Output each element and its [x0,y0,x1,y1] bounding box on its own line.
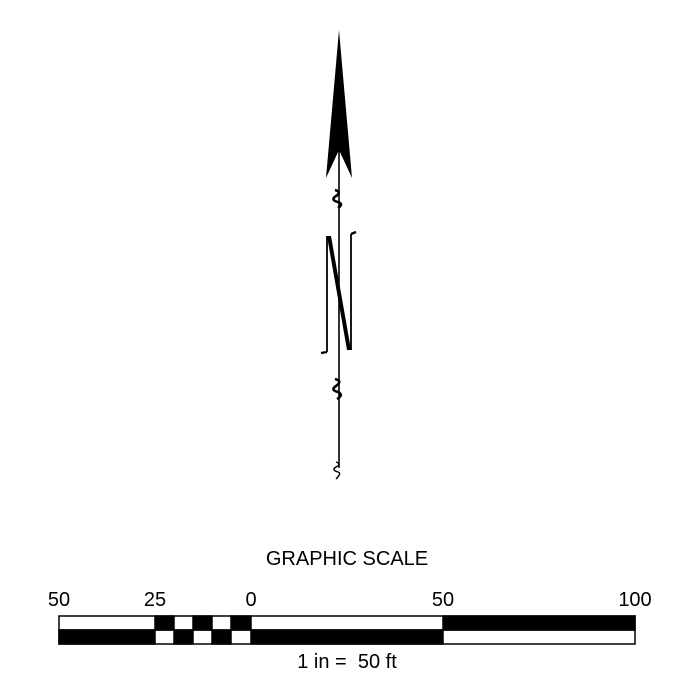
scale-title: GRAPHIC SCALE [266,548,428,570]
scale-bar [58,615,636,645]
n-letter-right-serif [350,230,357,236]
scale-segment-50-100 [442,615,636,631]
tick-label-0: 0 [245,589,256,611]
scale-check-1-top [154,615,175,631]
tick-label-100: 100 [618,589,651,611]
break-mark-upper [332,188,343,210]
scale-check-2-bottom [173,629,194,645]
scale-segment-50-25 [58,629,156,645]
break-mark-lower [332,377,343,401]
arrowhead [326,30,352,178]
scale-check-4-bottom [211,629,232,645]
scale-ratio-label: 1 in = 50 ft [297,651,397,673]
n-letter-diagonal [327,236,351,350]
scale-segment-0-50 [250,629,444,645]
scale-check-5-top [230,615,252,631]
n-letter-left-serif [320,350,328,355]
tick-label-25: 25 [144,589,166,611]
tick-label-50-left: 50 [48,589,70,611]
scale-check-3-top [192,615,213,631]
tick-label-50: 50 [432,589,454,611]
tail-mark [333,461,341,480]
north-arrow-icon [320,30,357,480]
